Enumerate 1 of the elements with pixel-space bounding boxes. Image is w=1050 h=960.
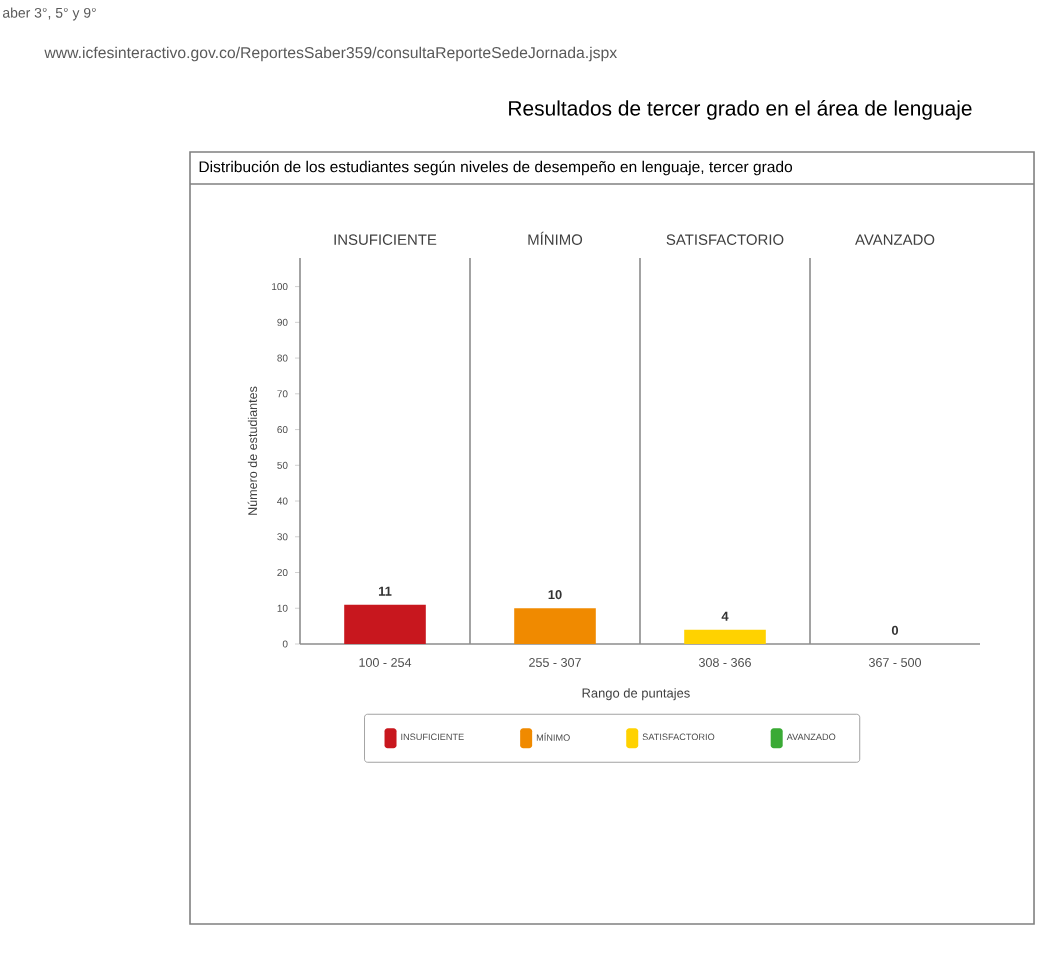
chart-title: Resultados de tercer grado en el área de lenguaje [509,100,972,120]
